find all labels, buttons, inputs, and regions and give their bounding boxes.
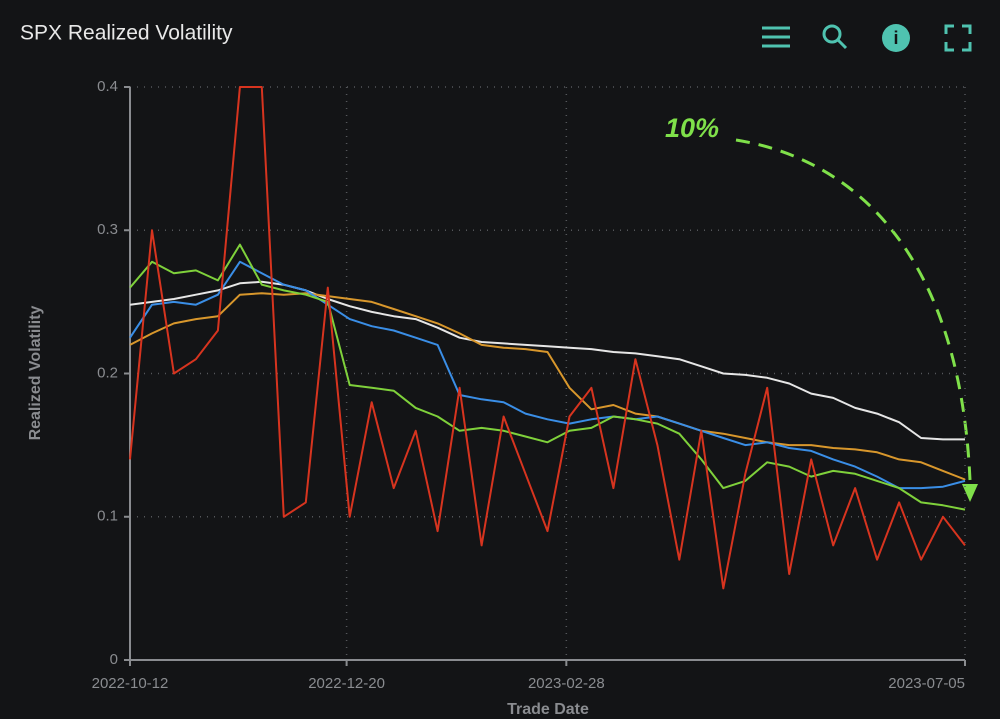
y-tick-label: 0.4 — [97, 78, 118, 95]
y-tick-label: 0.1 — [97, 508, 118, 525]
series-line — [129, 292, 966, 481]
info-icon[interactable] — [882, 24, 910, 52]
info-glyph: i — [893, 28, 898, 48]
annotation: 10% — [665, 113, 719, 143]
x-tick-label: 2022-10-12 — [92, 675, 169, 692]
y-tick-label: 0 — [110, 651, 118, 668]
series-line — [129, 86, 966, 590]
series-line — [129, 280, 965, 441]
x-axis-label: Trade Date — [507, 701, 589, 714]
series-line — [129, 243, 966, 511]
y-axis-label: Realized Volatility — [27, 305, 44, 440]
x-tick-label: 2023-02-28 — [528, 675, 605, 692]
x-tick-label: 2023-07-05 — [888, 675, 965, 692]
chart-title: SPX Realized Volatility — [20, 22, 233, 45]
arrow-head — [962, 484, 978, 502]
annotation-arrow — [735, 138, 972, 481]
y-tick-label: 0.3 — [97, 221, 118, 238]
fullscreen-icon[interactable] — [944, 24, 972, 52]
y-tick-label: 0.2 — [97, 364, 118, 381]
settings-icon[interactable] — [762, 26, 790, 48]
series-line — [129, 260, 966, 490]
x-tick-label: 2022-12-20 — [308, 675, 385, 692]
toolbar — [762, 24, 972, 52]
zoom-icon[interactable] — [822, 24, 848, 50]
